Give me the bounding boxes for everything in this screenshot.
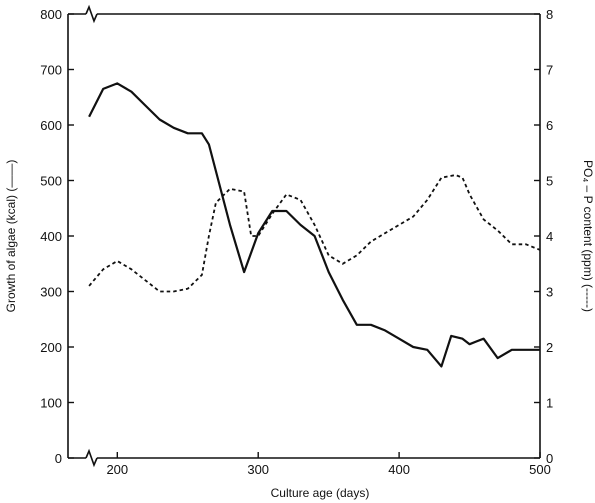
right-y-tick-label: 0	[546, 451, 553, 466]
left-y-tick-label: 100	[40, 396, 62, 411]
x-tick-label: 300	[247, 462, 269, 477]
x-axis-title: Culture age (days)	[271, 486, 370, 500]
right-y-tick-label: 3	[546, 285, 553, 300]
left-y-tick-label: 300	[40, 285, 62, 300]
left-y-tick-label: 800	[40, 7, 62, 22]
right-y-tick-label: 5	[546, 174, 553, 189]
left-y-tick-label: 600	[40, 118, 62, 133]
left-y-tick-label: 700	[40, 63, 62, 78]
right-y-tick-label: 2	[546, 340, 553, 355]
algae-growth-line	[88, 82, 540, 368]
x-tick-label: 200	[106, 462, 128, 477]
x-axis-ticks: 200 300 400 500	[106, 452, 551, 477]
right-y-tick-label: 6	[546, 118, 553, 133]
right-y-tick-label: 1	[546, 396, 553, 411]
x-axis-break	[85, 448, 98, 468]
series-layer	[88, 82, 541, 368]
right-y-tick-label: 8	[546, 7, 553, 22]
phosphate-content-line	[88, 174, 541, 293]
top-axis-break	[85, 4, 98, 24]
x-tick-label: 400	[388, 462, 410, 477]
left-y-tick-label: 400	[40, 229, 62, 244]
left-y-axis-ticks: 0 100 200 300 400 500 600 700 800	[40, 7, 74, 466]
left-y-tick-label: 0	[55, 451, 62, 466]
right-y-axis-ticks: 0 1 2 3 4 5 6 7 8	[534, 7, 553, 466]
x-tick-label: 500	[529, 462, 551, 477]
left-y-tick-label: 200	[40, 340, 62, 355]
right-y-tick-label: 7	[546, 63, 553, 78]
left-y-axis-title: Growth of algae (kcal) (——)	[4, 160, 18, 313]
right-y-axis-title: PO₄ – P content (ppm) (-----)	[581, 160, 595, 312]
left-y-tick-label: 500	[40, 174, 62, 189]
right-y-tick-label: 4	[546, 229, 553, 244]
plot-frame	[67, 4, 541, 468]
